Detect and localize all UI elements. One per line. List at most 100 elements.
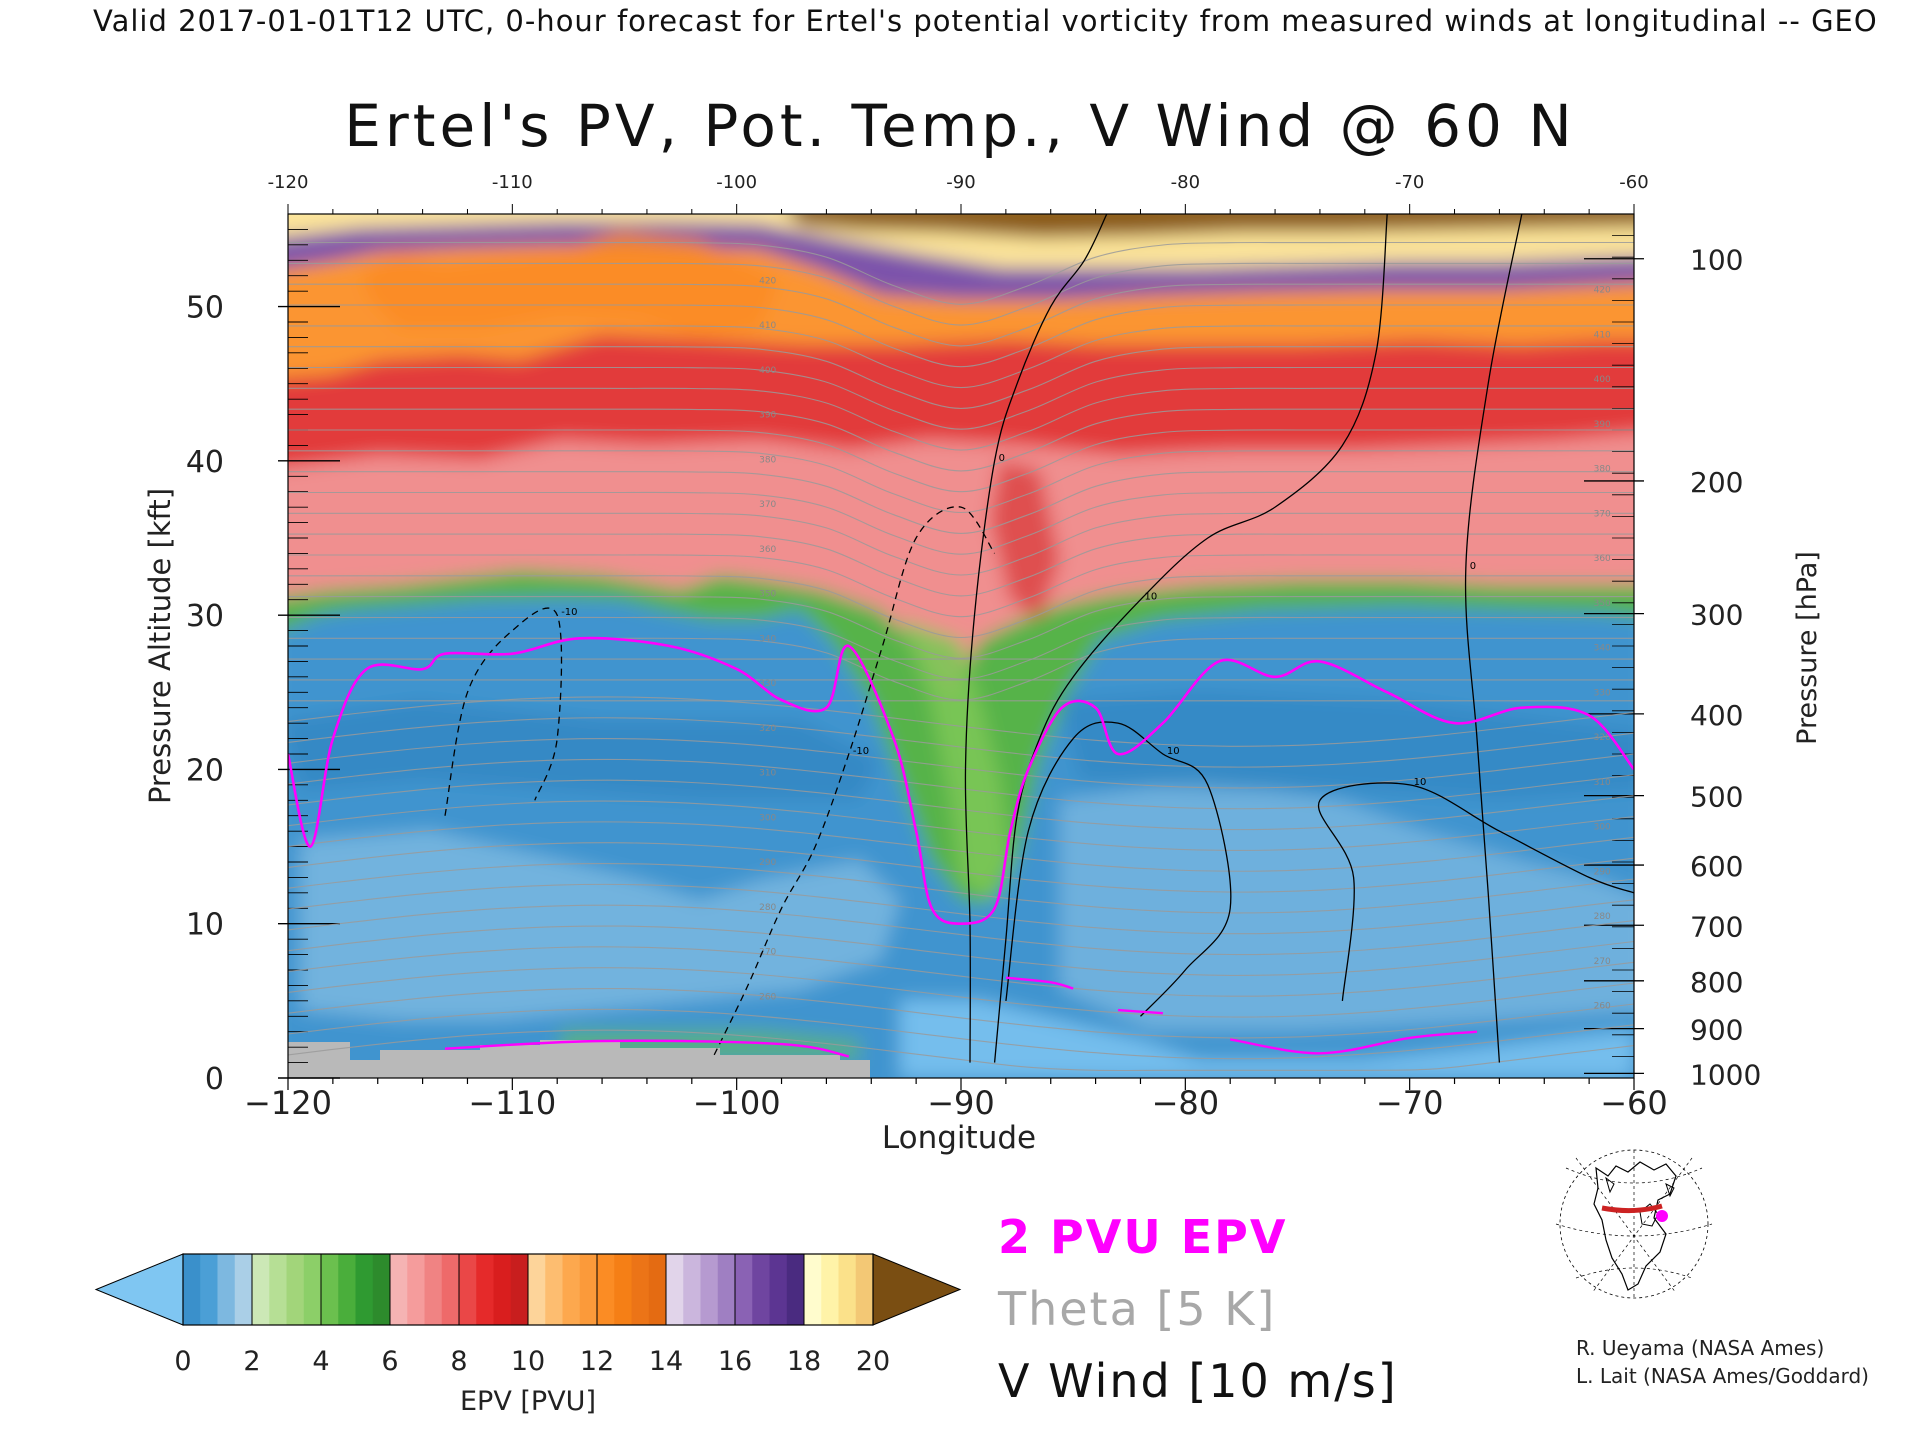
inset-section-line [1601, 1203, 1663, 1214]
pressure-tick-label: 1000 [1690, 1058, 1761, 1091]
theta-isentrope [288, 450, 1634, 514]
colorbar-segment [390, 1254, 408, 1325]
legend-theta: Theta [5 K] [998, 1282, 1277, 1336]
colorbar-tick-label: 2 [243, 1346, 260, 1377]
v-wind-contour [1317, 782, 1634, 1001]
colorbar-segment [769, 1254, 788, 1325]
theta-isentrope [288, 429, 1634, 493]
y-tick-label: 30 [186, 599, 224, 634]
theta-isentrope [288, 241, 1634, 305]
colorbar-segment [424, 1254, 443, 1325]
theta-label: 390 [759, 411, 776, 421]
colorbar-tick-label: 0 [174, 1346, 191, 1377]
theta-isentrope [288, 491, 1634, 555]
theta-isentrope [288, 408, 1634, 472]
colorbar-segment [183, 1254, 201, 1325]
theta-label: 420 [1594, 286, 1611, 296]
theta-isentropes: 420 420 410 410 400 400 390 390 380 380 370 370 360 3… [288, 241, 1634, 1072]
theta-label: 270 [759, 948, 776, 958]
v-wind-contour [1464, 214, 1523, 1063]
theta-label: 270 [1594, 957, 1611, 967]
theta-label: 370 [1594, 509, 1611, 519]
v-wind-contour-label: 0 [1470, 561, 1476, 572]
colorbar-segment [597, 1254, 615, 1325]
colorbar-segment [338, 1254, 357, 1325]
theta-isentrope [288, 946, 1634, 997]
epv-feature-light-blue-left [300, 830, 900, 1020]
colorbar-segment [372, 1254, 391, 1325]
y-tick-label: 20 [186, 753, 224, 788]
chart-title: Ertel's PV, Pot. Temp., V Wind @ 60 N [344, 92, 1576, 160]
y-tick-label: 10 [186, 908, 224, 943]
theta-label: 370 [759, 500, 776, 510]
colorbar-segment [631, 1254, 650, 1325]
theta-label: 350 [759, 590, 776, 600]
colorbar-segment [286, 1254, 305, 1325]
y-tick-label: 0 [205, 1062, 224, 1097]
theta-label: 280 [1594, 912, 1611, 922]
pv2-contour-line [288, 636, 1634, 926]
y-tick-label: 50 [186, 291, 224, 326]
inset-coastline [1593, 1161, 1677, 1291]
v-wind-contour-label: -10 [853, 746, 869, 757]
theta-isentrope [288, 800, 1634, 851]
pv2-contour-island [444, 1039, 850, 1058]
plot-frame [287, 213, 1635, 1079]
x-tick-label: −70 [1376, 1084, 1444, 1122]
theta-label: 380 [759, 455, 776, 465]
v-wind-contour-label: -10 [561, 607, 577, 618]
colorbar-segment [321, 1254, 339, 1325]
legend-2pvu-epv: 2 PVU EPV [998, 1210, 1288, 1264]
theta-label: 320 [759, 724, 776, 734]
theta-isentrope [288, 533, 1634, 597]
x-tick-label: −90 [927, 1084, 995, 1122]
theta-label: 350 [1594, 599, 1611, 609]
theta-isentrope [288, 779, 1634, 831]
theta-isentrope [288, 758, 1634, 810]
colorbar: 0 2 4 6 8 10 12 14 16 18 20 EPV [PVU] [94, 1253, 962, 1417]
epv-field [288, 214, 1634, 1078]
y-axis-title: Pressure Altitude [kft] [143, 488, 177, 804]
theta-label: 410 [759, 321, 776, 331]
theta-label: 260 [1594, 1002, 1611, 1012]
x-axis-title: Longitude [882, 1120, 1036, 1156]
colorbar-tick-label: 18 [787, 1346, 821, 1377]
epv-feature-red-dip [990, 460, 1060, 620]
theta-isentrope [288, 987, 1634, 1039]
epv-layer-brown [791, 214, 1634, 238]
theta-isentrope [288, 596, 1634, 659]
inset-location-marker [1656, 1210, 1668, 1222]
theta-label: 400 [759, 366, 776, 376]
colorbar-over-arrow [872, 1253, 962, 1326]
colorbar-segment [200, 1254, 219, 1325]
theta-isentrope [288, 1029, 1634, 1072]
x-top-tick-label: -60 [1619, 172, 1648, 193]
colorbar-segment [821, 1254, 840, 1325]
colorbar-frame [182, 1253, 874, 1326]
theta-isentrope [288, 863, 1634, 914]
pv2-contour [288, 636, 1634, 1058]
x-tick-label: −110 [468, 1084, 556, 1122]
epv-feature-dark-blue-band [288, 700, 880, 800]
theta-label: 340 [759, 634, 776, 644]
axis-labels: 1002003004005006007008009001000−120-120−… [143, 172, 1823, 1156]
epv-feature-green-tongue [900, 620, 1010, 900]
pressure-tick-label: 500 [1690, 781, 1743, 814]
theta-isentrope [288, 967, 1634, 1018]
pressure-tick-label: 900 [1690, 1014, 1743, 1047]
theta-isentrope [288, 366, 1634, 430]
theta-isentrope [288, 471, 1634, 534]
v-wind-contour [993, 214, 1388, 1063]
colorbar-segment [407, 1254, 426, 1325]
colorbar-segment [476, 1254, 495, 1325]
x-top-tick-label: -100 [716, 172, 757, 193]
colorbar-segment [614, 1254, 633, 1325]
colorbar-segment [579, 1254, 598, 1325]
epv-feature-surface-cyan [900, 1000, 1634, 1078]
colorbar-segment [545, 1254, 564, 1325]
colorbar-tick-label: 6 [381, 1346, 398, 1377]
colorbar-tick-label: 10 [511, 1346, 545, 1377]
pressure-tick-label: 100 [1690, 244, 1743, 277]
theta-label: 390 [1594, 420, 1611, 430]
